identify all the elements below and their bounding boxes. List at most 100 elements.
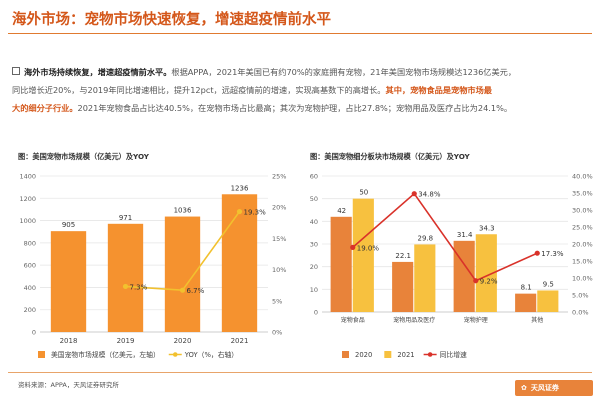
- bar-value-label: 9.5: [543, 280, 554, 288]
- bar: [330, 216, 352, 312]
- square-bullet-icon: [12, 67, 20, 75]
- y-right-tick-label: 0%: [272, 329, 282, 337]
- bar-value-label: 905: [62, 221, 75, 229]
- line-value-label: 7.3%: [130, 283, 148, 291]
- x-tick-label: 宠物食品: [341, 316, 365, 324]
- bar-value-label: 22.1: [395, 252, 411, 260]
- legend-swatch: [38, 351, 45, 358]
- x-tick-label: 2021: [231, 337, 249, 345]
- y-right-tick-label: 35.0%: [572, 190, 593, 198]
- y-right-tick-label: 25%: [272, 173, 286, 181]
- y-right-tick-label: 25.0%: [572, 224, 593, 232]
- bar-value-label: 34.3: [479, 224, 495, 232]
- legend-label: 2021: [397, 351, 414, 359]
- legend-swatch: [384, 351, 392, 358]
- legend-label: 同比增速: [440, 350, 467, 359]
- legend-label: 美国宠物市场规模（亿美元，左轴）: [51, 350, 160, 359]
- y-right-tick-label: 0.0%: [572, 309, 589, 317]
- line-point: [534, 250, 540, 256]
- bar: [50, 231, 87, 332]
- y-right-tick-label: 40.0%: [572, 173, 593, 181]
- y-left-tick-label: 60: [310, 173, 318, 181]
- logo-mark-icon: ✿: [521, 384, 527, 392]
- legend-swatch: [342, 351, 349, 358]
- legend-marker: [172, 352, 178, 357]
- footer-divider: [8, 372, 592, 373]
- y-left-tick-label: 1400: [19, 173, 36, 181]
- bar-value-label: 971: [119, 214, 132, 222]
- x-tick-label: 其他: [531, 316, 543, 324]
- bar: [414, 244, 436, 312]
- y-right-tick-label: 30.0%: [572, 207, 593, 215]
- x-tick-label: 2018: [60, 337, 78, 345]
- summary-text-3: 2021年宠物食品占比达40.5%，在宠物市场占比最高；其次为宠物护理，占比27…: [77, 103, 513, 113]
- y-left-tick-label: 30: [310, 241, 318, 249]
- line-point: [179, 287, 186, 293]
- bar-value-label: 50: [359, 189, 368, 197]
- y-right-tick-label: 10%: [272, 266, 286, 274]
- legend-label: YOY（%，右轴）: [184, 350, 238, 359]
- y-right-tick-label: 15%: [272, 235, 286, 243]
- line-value-label: 9.2%: [480, 278, 498, 286]
- bar-value-label: 29.8: [418, 234, 434, 242]
- bar-value-label: 31.4: [457, 231, 473, 239]
- y-right-tick-label: 20.0%: [572, 241, 593, 249]
- y-left-tick-label: 600: [24, 262, 36, 270]
- right-chart-heading: 图：美国宠物细分板块市场规模（亿美元）及YOY: [310, 152, 470, 161]
- y-right-tick-label: 15.0%: [572, 258, 593, 266]
- legend-marker: [427, 352, 433, 357]
- line-point: [411, 191, 417, 197]
- y-left-tick-label: 400: [24, 284, 36, 292]
- market-size-chart: 0 200 400 600 800 1000 1200 1400 0% 5% 10% 15% 20% 25…: [19, 173, 286, 360]
- y-right-tick-label: 20%: [272, 204, 286, 212]
- x-tick-label: 2019: [117, 337, 135, 345]
- company-logo: ✿ 天风证券: [515, 380, 593, 396]
- y-right-tick-label: 5%: [272, 297, 282, 305]
- legend-label: 2020: [355, 351, 372, 359]
- y-right-tick-label: 10.0%: [572, 275, 593, 283]
- source-note: 资料来源：APPA，天风证券研究所: [18, 381, 119, 389]
- summary-text-2: 同比增长近20%，与2019年同比增速相比，提升12pct，远超疫情前的增速，实…: [12, 85, 386, 95]
- bar: [537, 290, 559, 312]
- line-value-label: 34.8%: [418, 191, 441, 199]
- y-left-tick-label: 0: [314, 309, 318, 317]
- line-value-label: 17.3%: [541, 250, 564, 258]
- summary-lead: 海外市场持续恢复，增速超疫情前水平。: [24, 67, 172, 77]
- segment-size-chart: 0 10 20 30 40 50 60 0.0% 5.0% 10.0% 15.0% 20.0% 25.0…: [310, 173, 593, 360]
- line-point: [350, 244, 356, 250]
- line-value-label: 19.3%: [244, 209, 267, 217]
- left-chart-heading: 图：美国宠物市场规模（亿美元）及YOY: [18, 152, 150, 161]
- bar: [352, 198, 374, 312]
- logo-text: 天风证券: [530, 384, 559, 392]
- line-point: [473, 278, 479, 284]
- y-left-tick-label: 10: [310, 286, 318, 294]
- summary-highlight-2: 大的细分子行业。: [12, 103, 78, 113]
- y-left-tick-label: 0: [32, 329, 36, 337]
- y-left-tick-label: 40: [310, 218, 318, 226]
- bar: [475, 234, 497, 312]
- bar-value-label: 42: [337, 207, 346, 215]
- y-left-tick-label: 1000: [19, 217, 36, 225]
- x-tick-label: 2020: [174, 337, 192, 345]
- title-divider: [8, 33, 592, 34]
- bar: [107, 223, 144, 332]
- page-title: 海外市场：宠物市场快速恢复，增速超疫情前水平: [12, 12, 331, 28]
- bar: [515, 293, 537, 312]
- summary-text-1: 根据APPA，2021年美国已有约70%的家庭拥有宠物，21年美国宠物市场规模达…: [171, 67, 517, 77]
- line-point: [122, 283, 129, 290]
- bar-value-label: 1236: [231, 184, 249, 192]
- bar-value-label: 1036: [174, 207, 192, 215]
- y-left-tick-label: 20: [310, 263, 318, 271]
- line-value-label: 19.0%: [357, 244, 380, 252]
- line-point: [236, 208, 243, 215]
- x-tick-label: 宠物护理: [464, 316, 488, 324]
- x-tick-label: 宠物用品及医疗: [393, 316, 435, 324]
- line-series: [352, 192, 538, 282]
- y-left-tick-label: 200: [24, 306, 36, 314]
- y-left-tick-label: 800: [24, 239, 36, 247]
- summary-paragraph: 海外市场持续恢复，增速超疫情前水平。根据APPA，2021年美国已有约70%的家…: [12, 63, 588, 117]
- line-value-label: 6.7%: [187, 287, 205, 295]
- y-left-tick-label: 1200: [19, 195, 36, 203]
- summary-highlight-1: 其中，宠物食品是宠物市场最: [385, 85, 492, 95]
- bar: [221, 194, 258, 332]
